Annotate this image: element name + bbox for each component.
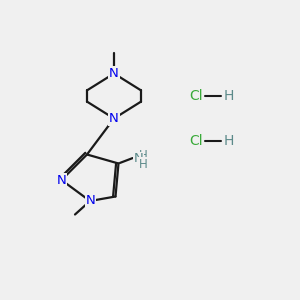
Text: H: H — [224, 134, 234, 148]
Text: Cl: Cl — [189, 134, 202, 148]
Text: N: N — [134, 152, 143, 165]
Text: N: N — [109, 112, 119, 125]
Text: N: N — [109, 67, 119, 80]
Text: H: H — [139, 158, 148, 171]
Text: H: H — [224, 89, 234, 103]
Text: N: N — [86, 194, 95, 208]
Text: H: H — [139, 148, 148, 162]
Text: Cl: Cl — [189, 89, 202, 103]
Text: N: N — [57, 173, 66, 187]
